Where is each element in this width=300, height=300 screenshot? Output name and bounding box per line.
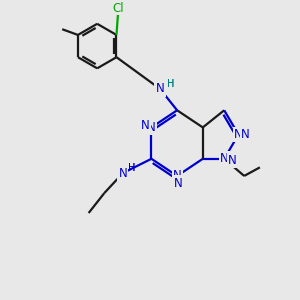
Text: N: N (227, 154, 236, 167)
Text: N: N (117, 167, 126, 180)
Text: N: N (156, 82, 164, 95)
Text: Cl: Cl (112, 2, 124, 15)
Text: N: N (174, 177, 182, 190)
Text: N: N (173, 169, 182, 182)
Text: N: N (241, 127, 250, 140)
Text: N: N (241, 128, 250, 141)
Text: H: H (128, 163, 136, 173)
Text: N: N (174, 177, 182, 190)
Text: N: N (156, 81, 165, 94)
Text: N: N (228, 154, 237, 167)
Text: N: N (147, 121, 156, 134)
Text: N: N (141, 119, 149, 133)
Text: H: H (167, 79, 175, 89)
Text: H: H (128, 163, 136, 173)
Text: N: N (141, 119, 149, 133)
Text: H: H (167, 79, 175, 89)
Text: N: N (118, 167, 127, 180)
Text: N: N (220, 152, 229, 165)
Text: N: N (234, 128, 243, 141)
